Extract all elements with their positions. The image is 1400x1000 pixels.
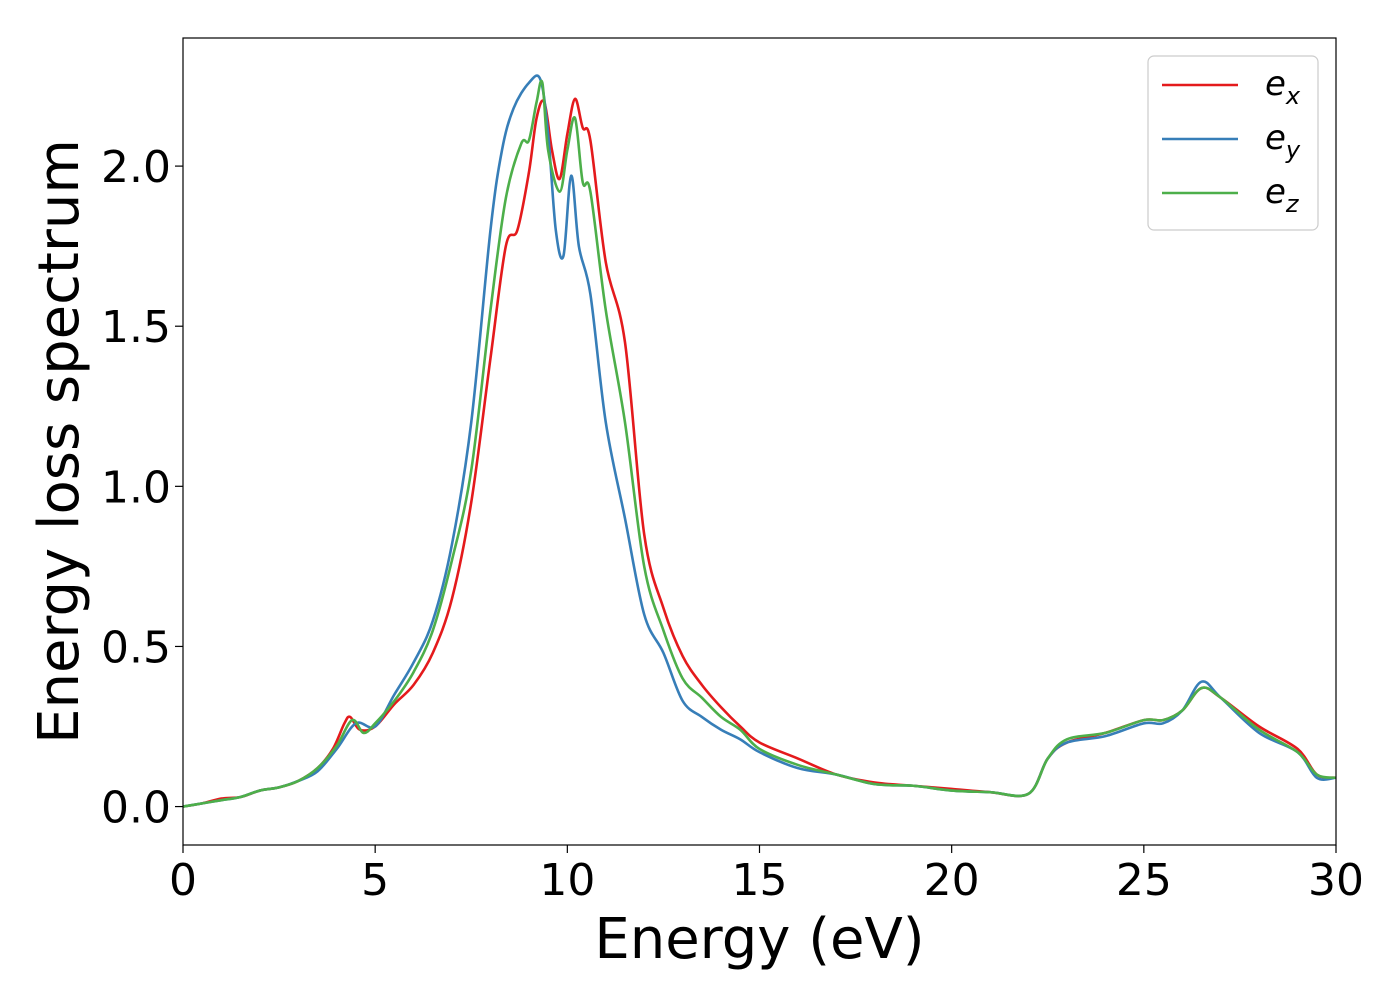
y-tick-label: 1.5 — [101, 302, 171, 353]
x-tick-label: 0 — [169, 855, 197, 906]
y-axis-ticks: 0.0 0.5 1.0 1.5 2.0 — [101, 142, 183, 834]
legend-label-z: ez — [1265, 172, 1300, 218]
x-axis-label: Energy (eV) — [594, 907, 924, 972]
legend-label-y: ey — [1265, 118, 1301, 164]
x-tick-label: 5 — [361, 855, 389, 906]
y-tick-label: 0.5 — [101, 622, 171, 673]
x-tick-label: 25 — [1116, 855, 1172, 906]
legend-label-base: e — [1265, 64, 1286, 104]
legend-label-subscript: z — [1285, 190, 1300, 218]
legend-label-subscript: x — [1285, 82, 1301, 110]
series-line-z — [182, 79, 1337, 808]
x-tick-label: 10 — [539, 855, 595, 906]
y-tick-label: 0.0 — [101, 783, 171, 834]
y-axis-label: Energy loss spectrum — [27, 139, 92, 744]
series-line-y — [182, 74, 1337, 808]
legend-label-x: ex — [1265, 64, 1301, 110]
legend-label-base: e — [1265, 118, 1286, 158]
x-tick-label: 15 — [732, 855, 788, 906]
x-axis-ticks: 0 5 10 15 20 25 30 — [169, 845, 1364, 906]
y-tick-label: 2.0 — [101, 142, 171, 193]
series-lines — [182, 74, 1337, 808]
y-tick-label: 1.0 — [101, 462, 171, 513]
x-tick-label: 20 — [924, 855, 980, 906]
legend-box — [1147, 55, 1319, 231]
x-tick-label: 30 — [1308, 855, 1364, 906]
legend-label-subscript: y — [1285, 136, 1301, 164]
legend-label-base: e — [1265, 172, 1286, 212]
